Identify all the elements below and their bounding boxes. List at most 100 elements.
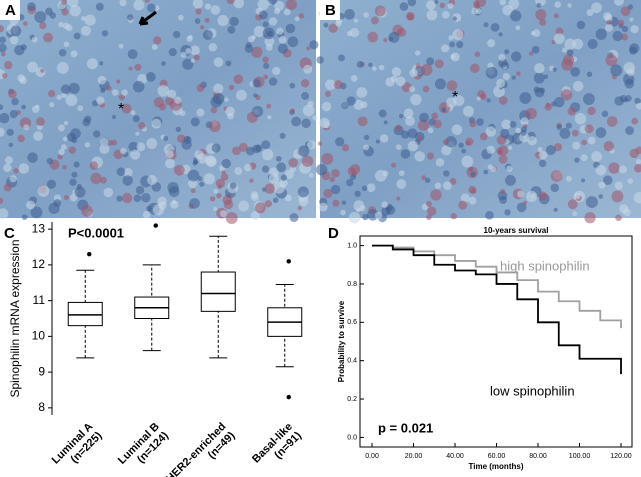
texture (426, 206, 437, 216)
texture (535, 9, 547, 21)
texture (510, 10, 522, 22)
y-tick-label: 13 (32, 221, 46, 235)
texture (233, 74, 244, 84)
texture (356, 60, 364, 68)
texture (301, 118, 311, 128)
texture (147, 175, 158, 186)
texture (530, 192, 537, 199)
texture (135, 131, 140, 136)
texture (272, 197, 279, 203)
texture (574, 157, 580, 163)
texture (298, 13, 305, 19)
texture (116, 195, 123, 202)
texture (328, 23, 338, 33)
texture (63, 194, 69, 201)
texture (123, 167, 133, 178)
texture (267, 115, 272, 120)
texture (222, 195, 233, 205)
y-axis-label: Spinophilin mRNA expression (8, 239, 22, 397)
texture (417, 119, 430, 131)
texture (204, 17, 210, 23)
texture (410, 93, 422, 106)
texture (18, 163, 30, 174)
texture (53, 199, 62, 207)
texture (37, 185, 50, 198)
texture (99, 143, 110, 154)
texture (231, 146, 241, 156)
x-tick-label: 0.00 (365, 453, 379, 460)
texture (426, 214, 432, 221)
texture (476, 118, 484, 126)
texture (325, 91, 331, 97)
texture (224, 97, 229, 102)
texture (406, 11, 415, 21)
texture (146, 205, 153, 212)
texture (332, 199, 340, 207)
texture (450, 212, 457, 220)
texture (17, 134, 25, 143)
texture (479, 93, 487, 101)
texture (567, 3, 572, 8)
texture (274, 0, 285, 11)
texture (298, 145, 310, 157)
texture (483, 22, 489, 28)
texture (95, 2, 104, 11)
texture (574, 192, 581, 199)
texture (206, 156, 217, 168)
texture (629, 17, 634, 22)
texture (277, 43, 288, 54)
texture (520, 117, 529, 126)
texture (587, 39, 598, 50)
texture (362, 213, 369, 221)
texture (532, 29, 541, 37)
panel-label: A (5, 2, 16, 19)
texture (121, 89, 128, 96)
texture (97, 75, 107, 85)
texture (458, 142, 464, 148)
x-tick-label: 60.00 (488, 453, 506, 460)
texture (614, 181, 623, 190)
y-tick-label: 8 (38, 400, 45, 414)
texture (498, 32, 503, 37)
texture (368, 62, 373, 68)
texture (553, 143, 563, 152)
x-tick-label: 100.00 (569, 453, 591, 460)
texture (103, 187, 114, 198)
texture (331, 168, 340, 178)
texture (132, 115, 140, 123)
texture (172, 30, 181, 39)
texture (209, 120, 221, 133)
texture (382, 170, 389, 177)
texture (262, 149, 274, 161)
texture (307, 140, 317, 150)
texture (611, 190, 624, 203)
texture (507, 145, 513, 151)
texture (145, 72, 156, 82)
texture (263, 62, 270, 69)
texture (426, 9, 438, 21)
texture (553, 207, 558, 212)
texture (163, 135, 169, 141)
texture (498, 154, 508, 164)
texture (238, 142, 248, 152)
texture (284, 194, 292, 202)
texture (511, 75, 516, 80)
texture (349, 27, 360, 38)
texture (289, 108, 295, 114)
texture (58, 148, 65, 156)
texture (633, 192, 641, 204)
texture (563, 54, 575, 66)
texture (3, 183, 12, 192)
texture (66, 0, 79, 8)
texture (209, 196, 216, 202)
texture (397, 27, 407, 37)
texture (20, 44, 27, 51)
texture (509, 120, 517, 128)
legend-label: high spinophilin (500, 258, 590, 273)
texture (192, 0, 204, 9)
texture (550, 170, 563, 182)
texture (515, 127, 521, 134)
texture (276, 27, 284, 35)
texture (177, 14, 184, 21)
